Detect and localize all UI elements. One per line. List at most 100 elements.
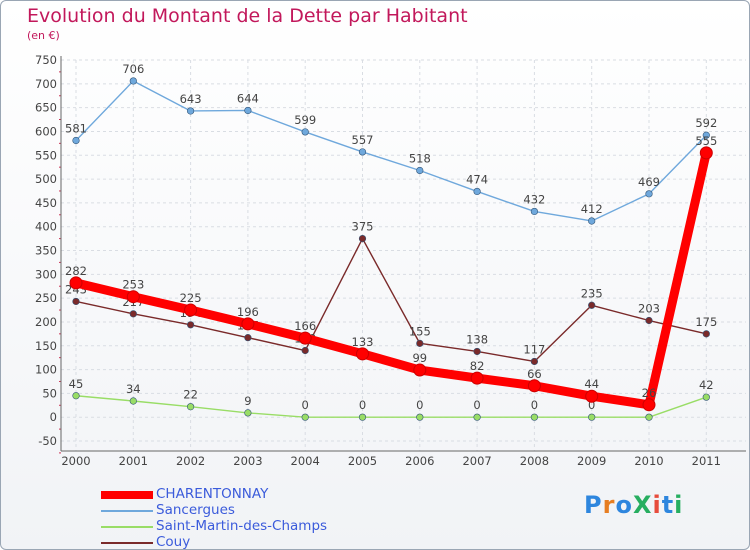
data-label: 42 <box>699 378 714 392</box>
data-label: 196 <box>237 305 259 319</box>
data-point <box>699 146 713 160</box>
y-tick-label: 300 <box>35 267 57 281</box>
series-line-charentonnay <box>71 148 711 410</box>
data-label: 518 <box>409 151 431 165</box>
data-point <box>473 187 481 196</box>
legend-label: CHARENTONNAY <box>156 486 269 502</box>
data-point <box>129 310 137 318</box>
x-tick-label: 2006 <box>405 454 434 468</box>
data-label: 203 <box>638 302 660 316</box>
x-tick-label: 2005 <box>348 454 377 468</box>
data-label: 557 <box>352 133 374 147</box>
data-label: 412 <box>581 202 603 216</box>
proxiti-logo: ProXiti <box>584 491 683 519</box>
data-label: 0 <box>531 398 538 412</box>
data-label: 117 <box>523 342 545 356</box>
data-label: 235 <box>581 286 603 300</box>
data-point <box>241 317 255 331</box>
y-tick-label: -50 <box>38 434 57 448</box>
data-label: 44 <box>584 377 599 391</box>
data-point <box>72 136 80 145</box>
x-tick-label: 2011 <box>692 454 721 468</box>
x-tick-label: 2003 <box>233 454 262 468</box>
data-label: 138 <box>466 332 488 346</box>
data-point <box>129 397 137 405</box>
data-label: 0 <box>416 398 423 412</box>
data-label: 9 <box>244 394 251 408</box>
y-tick-label: 100 <box>35 363 57 377</box>
logo-letter: o <box>615 491 633 519</box>
data-label: 432 <box>523 192 545 206</box>
series-line-saint-martin-des-champs <box>75 395 707 418</box>
legend-swatch <box>101 542 153 544</box>
y-tick-label: 500 <box>35 172 57 186</box>
data-point <box>126 290 140 304</box>
data-label: 555 <box>695 134 717 148</box>
data-label: 175 <box>695 315 717 329</box>
y-tick-label: 750 <box>35 53 57 67</box>
data-label: 581 <box>65 121 87 135</box>
data-point <box>702 393 710 401</box>
data-label: 0 <box>588 398 595 412</box>
data-label: 644 <box>237 91 259 105</box>
y-tick-label: 0 <box>50 410 57 424</box>
x-tick-label: 2009 <box>577 454 606 468</box>
data-label: 34 <box>126 382 141 396</box>
data-point <box>301 128 309 136</box>
data-point <box>356 347 369 361</box>
data-point <box>72 297 80 306</box>
data-label: 99 <box>412 351 427 365</box>
y-tick-label: 650 <box>35 101 57 115</box>
data-label: 474 <box>466 172 488 186</box>
legend-label: Sancergues <box>156 502 235 518</box>
data-point <box>530 207 539 216</box>
data-point <box>187 107 195 115</box>
data-point <box>187 403 195 411</box>
data-label: 282 <box>65 264 87 278</box>
data-label: 469 <box>638 175 660 189</box>
data-point <box>358 413 367 421</box>
data-point <box>184 303 198 317</box>
data-label: 592 <box>695 116 717 130</box>
chart-title: Evolution du Montant de la Dette par Hab… <box>27 5 468 27</box>
logo-letter: X <box>632 491 653 519</box>
y-tick-label: 200 <box>35 315 57 329</box>
data-point <box>244 106 252 115</box>
data-point <box>473 347 481 356</box>
data-label: 225 <box>180 291 202 305</box>
data-label: 133 <box>352 335 374 349</box>
data-point <box>301 346 309 355</box>
x-tick-label: 2004 <box>291 454 320 468</box>
data-point <box>473 413 481 421</box>
legend-label: Saint-Martin-des-Champs <box>156 518 328 534</box>
x-tick-label: 2010 <box>634 454 663 468</box>
y-tick-label: 350 <box>35 244 57 258</box>
data-point <box>645 190 653 198</box>
data-point <box>69 276 83 290</box>
logo-letter: P <box>584 491 603 519</box>
data-point <box>416 166 424 175</box>
data-point <box>585 389 599 403</box>
data-label: 643 <box>180 92 202 106</box>
y-tick-label: 700 <box>35 77 57 91</box>
data-point <box>416 339 424 347</box>
data-label: 599 <box>294 113 316 127</box>
data-point <box>72 392 80 400</box>
data-point <box>129 77 137 85</box>
data-label: 0 <box>302 398 309 412</box>
data-point <box>301 413 309 421</box>
data-label: 66 <box>527 367 542 381</box>
data-point <box>470 371 484 385</box>
data-point <box>645 413 653 421</box>
data-point <box>527 379 541 393</box>
data-point <box>588 217 596 225</box>
data-point <box>358 148 367 156</box>
data-point <box>702 330 710 338</box>
legend-swatch <box>101 526 153 528</box>
data-label: 253 <box>122 278 144 292</box>
data-point <box>642 398 656 412</box>
data-label: 155 <box>409 324 431 338</box>
y-tick-label: 450 <box>35 196 57 210</box>
data-point <box>244 409 252 417</box>
